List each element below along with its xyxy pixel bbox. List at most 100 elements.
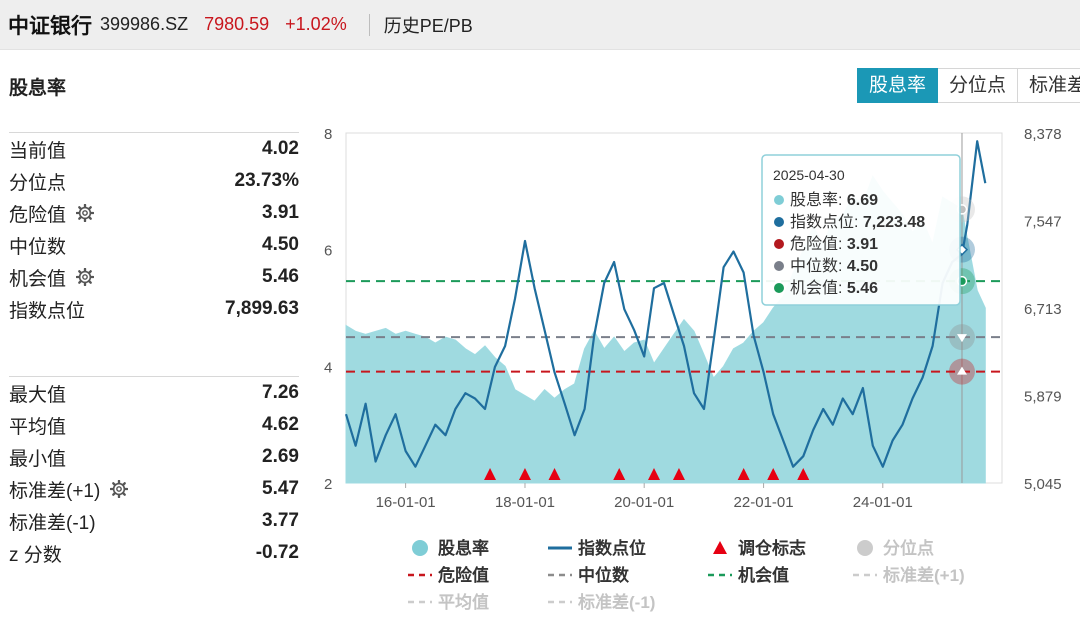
stat-value: 3.77 [262,510,299,531]
y-left-tick-3: 8 [324,126,332,143]
legend-item-8[interactable]: 平均值 [408,592,489,612]
header-subtitle-link[interactable]: 历史PE/PB [383,15,473,36]
stat-value: 2.69 [262,446,299,467]
stat-row: z 分数 -0.72 [9,537,299,569]
rebalance-marker-0 [484,468,497,480]
tooltip-row-2: 危险值: 3.91 [790,235,878,253]
stat-label: 危险值 [9,200,95,227]
tab-2[interactable]: 标准差 [1018,68,1080,103]
legend-item-4[interactable]: 危险值 [408,565,489,585]
stat-label: 平均值 [9,416,67,438]
legend-symbol [713,541,727,554]
tooltip-row-1: 指数点位: 7,223.48 [790,213,925,231]
stat-label: 当前值 [9,140,67,162]
tooltip-dot [774,283,784,293]
stat-value: 4.02 [262,138,299,159]
legend-label: 调仓标志 [738,538,806,558]
tooltip-dot [774,261,784,271]
legend-label: 标准差(-1) [578,592,655,612]
stat-label: 指数点位 [9,300,86,322]
current-point-triangle [956,334,967,343]
legend-item-1[interactable]: 指数点位 [548,538,646,558]
legend-label: 机会值 [738,565,789,585]
section-title: 股息率 [9,78,67,99]
stat-value: -0.72 [255,542,299,563]
legend-symbol [412,540,428,556]
legend-label: 标准差(+1) [883,565,965,585]
y-left-tick-2: 6 [324,243,332,260]
rebalance-marker-6 [737,468,750,480]
tooltip-row-0: 股息率: 6.69 [790,191,878,209]
metric-tabs: 股息率 分位点 标准差 [857,68,1080,103]
legend-item-3[interactable]: 分位点 [857,538,934,558]
tooltip-row-4: 机会值: 5.46 [790,279,878,297]
stat-label: 最大值 [9,384,67,406]
series-line-index [344,140,987,468]
legend-label: 分位点 [883,538,934,558]
x-tick-3: 22-01-01 [734,494,794,511]
gear-icon[interactable] [110,480,129,498]
legend-item-5[interactable]: 中位数 [548,565,630,585]
index-change: +1.02% [285,14,347,34]
index-price: 7980.59 [204,14,270,34]
stat-value: 4.62 [262,414,299,435]
x-tick-0: 16-01-01 [376,494,436,511]
stat-row: 最小值 2.69 [9,441,299,473]
legend-label: 危险值 [437,565,489,585]
index-code: 399986.SZ [100,14,189,34]
index-name: 中证银行 [8,14,92,38]
stat-value: 23.73% [234,170,299,191]
legend-label: 平均值 [438,592,489,612]
stat-row: 平均值 4.62 [9,409,299,441]
tooltip: 2025-04-30 股息率: 6.69 指数点位: 7,223.48 危险值: 3.… [761,154,961,306]
stat-label: z 分数 [9,544,62,566]
legend-item-2[interactable]: 调仓标志 [713,538,806,558]
stat-value: 3.91 [262,202,299,223]
gear-icon[interactable] [76,204,95,222]
stat-value: 5.47 [262,478,299,499]
stat-row: 标准差(+1) 5.47 [9,473,299,505]
legend-label: 指数点位 [578,538,646,558]
tooltip-row-3: 中位数: 4.50 [790,257,878,275]
stat-row: 机会值 5.46 [9,261,299,293]
y-left-tick-0: 2 [324,476,332,493]
legend-item-0[interactable]: 股息率 [412,538,489,558]
stat-row: 分位点 23.73% [9,165,299,197]
legend-label: 中位数 [578,565,630,585]
stats-current-panel: 当前值 4.02 分位点 23.73% 危险值 3.91 中位数 4.50 机会值 5.46 指数点… [9,132,299,325]
tab-1[interactable]: 分位点 [938,68,1019,103]
current-point-3 [948,324,975,351]
stat-row: 危险值 3.91 [9,197,299,229]
rebalance-marker-2 [548,468,561,480]
gear-icon[interactable] [76,268,95,286]
legend-item-6[interactable]: 机会值 [708,565,789,585]
stat-label: 分位点 [9,172,67,194]
stat-row: 指数点位 7,899.63 [9,293,299,325]
y-left-tick-1: 4 [324,359,332,376]
rebalance-marker-1 [518,468,531,480]
rebalance-marker-5 [672,468,685,480]
dividend-yield-chart: 2 4 6 8 5,045 5,879 6,713 7,547 8,378 16-01-01 18-… [324,126,1062,612]
tooltip-dot [774,239,784,249]
legend-label: 股息率 [438,538,489,558]
legend-item-7[interactable]: 标准差(+1) [853,565,965,585]
legend-item-9[interactable]: 标准差(-1) [548,592,655,612]
y-right-tick-4: 8,378 [1024,126,1062,143]
x-tick-1: 18-01-01 [495,494,555,511]
header-divider [368,13,370,36]
stat-label: 最小值 [9,448,67,470]
rebalance-marker-4 [647,468,660,480]
rebalance-marker-3 [613,468,626,480]
stat-row: 标准差(-1) 3.77 [9,505,299,537]
tooltip-box [761,154,961,306]
current-point-triangle [956,366,967,375]
stat-row: 中位数 4.50 [9,229,299,261]
stat-row: 最大值 7.26 [9,377,299,409]
stats-summary-panel: 最大值 7.26 平均值 4.62 最小值 2.69 标准差(+1) 5.47 标准差(-1) 3… [9,376,299,569]
tab-0[interactable]: 股息率 [857,68,939,103]
stat-value: 7,899.63 [225,298,299,319]
rebalance-marker-8 [797,468,810,480]
legend-symbol [857,540,873,556]
rebalance-marker-7 [767,468,780,480]
y-right-tick-2: 6,713 [1024,301,1062,318]
